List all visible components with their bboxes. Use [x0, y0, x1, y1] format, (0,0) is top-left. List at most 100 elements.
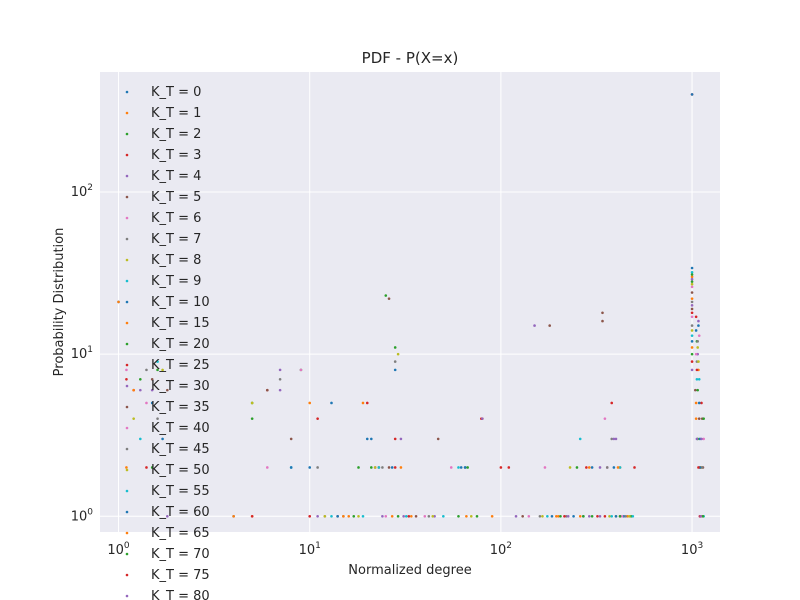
data-point [431, 514, 435, 518]
y-axis-label: Probability Distribution [52, 228, 67, 377]
data-point [555, 514, 558, 518]
data-point [550, 514, 554, 518]
legend-label: K_T = 10 [151, 295, 210, 310]
data-point [557, 514, 560, 518]
legend-label: K_T = 2 [151, 127, 201, 142]
legend-marker [125, 447, 129, 451]
data-point [590, 514, 594, 518]
data-point [582, 514, 585, 518]
data-point [622, 514, 626, 518]
data-point [308, 514, 312, 518]
data-point [699, 514, 703, 518]
data-point [690, 304, 694, 307]
data-point [610, 401, 614, 405]
data-point [690, 352, 694, 356]
data-point [690, 300, 694, 304]
data-point [538, 514, 542, 518]
data-point [265, 466, 269, 469]
data-point [690, 270, 694, 274]
data-point [161, 437, 164, 441]
grid-layer [100, 72, 720, 532]
legend-label: K_T = 1 [151, 106, 201, 121]
data-point [402, 514, 405, 518]
legend-marker [125, 552, 129, 556]
data-point [365, 437, 369, 441]
data-point [396, 352, 400, 356]
data-point [578, 514, 582, 518]
legend-marker [125, 531, 129, 535]
data-point [423, 514, 427, 518]
legend-marker [125, 279, 129, 283]
data-point [694, 315, 698, 319]
legend-marker [125, 174, 129, 178]
data-point [449, 466, 453, 469]
data-point [572, 514, 575, 518]
data-point [601, 319, 604, 323]
data-point [614, 437, 618, 441]
data-points-layer [117, 93, 705, 518]
data-point [559, 514, 562, 518]
data-point [697, 377, 701, 381]
data-point [139, 377, 142, 381]
data-point [695, 368, 699, 372]
data-point [316, 417, 319, 420]
data-point [132, 417, 135, 420]
data-point [465, 514, 468, 518]
legend-label: K_T = 7 [151, 232, 201, 247]
data-point [626, 514, 629, 518]
data-point [694, 352, 698, 356]
data-point [330, 401, 333, 405]
data-point [631, 514, 635, 518]
data-point [250, 401, 254, 405]
data-point [117, 300, 120, 304]
legend-label: K_T = 6 [151, 211, 201, 226]
data-point [481, 417, 484, 420]
data-point [150, 466, 154, 469]
x-tick-label: 103 [681, 541, 703, 558]
data-point [694, 417, 698, 420]
data-point [414, 514, 418, 518]
data-point [628, 514, 631, 518]
data-point [399, 466, 403, 469]
data-point [278, 377, 282, 381]
data-point [396, 514, 400, 518]
data-point [690, 275, 694, 279]
data-point [598, 466, 602, 469]
legend-marker [125, 405, 129, 409]
data-point [466, 466, 469, 469]
data-point [250, 514, 254, 518]
data-point [690, 297, 694, 300]
legend-marker [125, 594, 129, 598]
legend-label: K_T = 55 [151, 484, 210, 499]
data-point [690, 282, 694, 286]
data-point [521, 514, 524, 518]
data-point [150, 401, 154, 405]
legend-marker [125, 111, 129, 115]
data-point [697, 466, 700, 469]
data-point [514, 514, 518, 518]
data-point [463, 466, 467, 469]
data-point [690, 280, 694, 283]
data-point [590, 466, 594, 469]
legend-label: K_T = 0 [151, 85, 201, 100]
data-point [697, 401, 701, 405]
y-tick-label: 102 [71, 183, 93, 200]
data-point [563, 514, 566, 518]
data-point [166, 514, 169, 518]
data-point [575, 466, 579, 469]
x-tick-label: 101 [299, 541, 321, 558]
data-point [633, 466, 636, 469]
data-point [697, 324, 700, 327]
legend-label: K_T = 35 [151, 400, 210, 415]
data-point [690, 307, 694, 311]
data-point [620, 514, 624, 518]
data-point [700, 401, 703, 405]
data-point [377, 466, 381, 469]
data-point [541, 514, 544, 518]
data-point [156, 417, 159, 420]
data-point [250, 417, 254, 420]
data-point [390, 466, 394, 469]
legend-marker [125, 426, 129, 430]
data-point [690, 291, 694, 294]
legend-label: K_T = 15 [151, 316, 210, 331]
